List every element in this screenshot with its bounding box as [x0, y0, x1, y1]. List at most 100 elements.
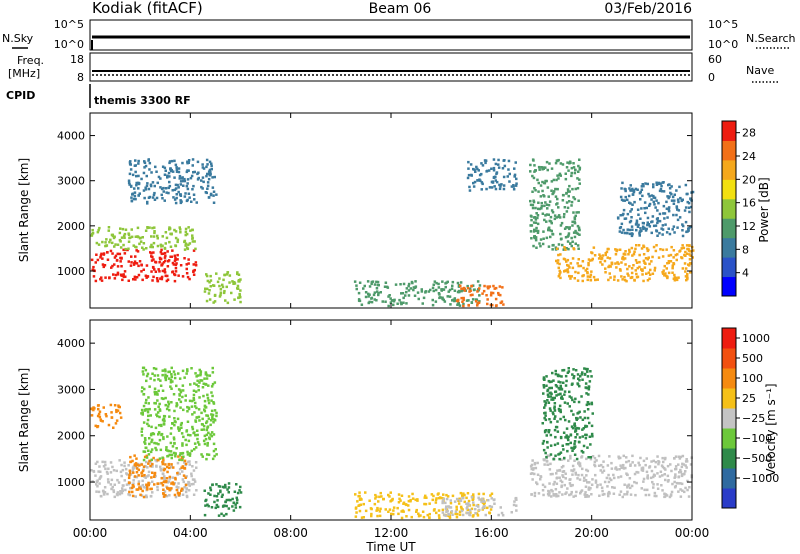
data-cell [565, 226, 568, 229]
data-cell [162, 186, 165, 190]
data-cell [175, 488, 179, 492]
data-cell [174, 244, 178, 248]
data-cell [512, 184, 515, 187]
data-cell [110, 266, 113, 269]
data-cell [556, 174, 559, 177]
data-cell [178, 398, 181, 401]
data-cell [567, 367, 570, 370]
data-cell [635, 261, 639, 264]
data-cell [549, 395, 553, 398]
data-cell [559, 381, 562, 384]
data-cell [462, 302, 465, 306]
data-cell [549, 433, 553, 437]
data-cell [145, 174, 148, 178]
data-cell [181, 470, 184, 473]
data-cell [583, 373, 587, 376]
data-cell [499, 301, 502, 305]
data-cell [540, 204, 544, 208]
data-cell [534, 238, 538, 242]
data-cell [544, 418, 548, 422]
data-cell [122, 234, 126, 237]
data-cell [652, 483, 655, 486]
data-cell [579, 264, 583, 268]
data-cell [119, 490, 122, 493]
data-cell [558, 452, 561, 456]
data-cell [570, 425, 574, 428]
data-cell [194, 401, 197, 405]
data-cell [567, 459, 570, 462]
data-cell [545, 213, 549, 216]
data-cell [537, 201, 540, 204]
data-cell [549, 453, 553, 456]
data-cell [530, 463, 534, 467]
freq-label-line1: Freq. [17, 54, 44, 67]
data-cell [190, 405, 194, 408]
data-cell [211, 415, 214, 419]
data-cell [118, 459, 121, 462]
data-cell [163, 478, 167, 482]
data-cell [360, 303, 364, 306]
data-cell [176, 461, 180, 465]
data-cell [563, 246, 566, 249]
data-cell [179, 194, 183, 197]
data-cell [584, 495, 587, 498]
data-cell [548, 492, 551, 495]
data-cell [651, 255, 654, 259]
data-cell [485, 294, 488, 297]
data-cell [151, 462, 154, 466]
data-cell [645, 457, 648, 460]
data-cell [603, 259, 607, 263]
data-cell [568, 226, 571, 229]
data-cell [586, 408, 590, 411]
data-cell [571, 426, 575, 430]
data-cell [679, 470, 683, 474]
data-cell [196, 429, 199, 432]
data-cell [537, 492, 541, 495]
data-cell [679, 495, 683, 498]
data-cell [131, 192, 135, 195]
data-region [127, 158, 218, 205]
data-cell [119, 416, 123, 419]
data-cell [639, 217, 642, 220]
data-cell [488, 186, 492, 189]
data-cell [478, 294, 481, 297]
data-cell [107, 229, 110, 232]
data-cell [152, 235, 156, 238]
data-cell [121, 468, 125, 472]
data-cell [472, 495, 475, 498]
data-cell [658, 212, 662, 216]
data-cell [97, 404, 100, 407]
data-cell [156, 485, 159, 489]
data-cell [563, 483, 566, 487]
data-cell [628, 265, 631, 268]
data-cell [548, 219, 551, 223]
data-cell [533, 463, 537, 466]
data-cell [480, 500, 483, 503]
data-cell [534, 466, 538, 470]
data-cell [163, 475, 166, 478]
data-cell [663, 457, 667, 461]
data-cell [536, 231, 540, 234]
data-cell [421, 302, 424, 305]
colorbar-segment [722, 468, 736, 489]
data-cell [680, 473, 684, 476]
data-cell [170, 427, 173, 430]
data-cell [177, 186, 180, 189]
data-cell [212, 190, 216, 193]
data-cell [374, 493, 377, 497]
data-cell [239, 296, 242, 299]
data-cell [569, 441, 572, 445]
data-cell [140, 390, 144, 393]
data-cell [643, 261, 646, 264]
data-cell [109, 249, 113, 253]
data-cell [515, 182, 518, 185]
data-cell [173, 259, 177, 263]
data-cell [612, 492, 616, 495]
data-cell [679, 488, 682, 491]
data-cell [559, 451, 563, 454]
data-cell [225, 273, 229, 276]
data-cell [201, 455, 204, 458]
data-cell [502, 175, 506, 179]
data-cell [532, 200, 536, 204]
data-cell [576, 232, 580, 236]
